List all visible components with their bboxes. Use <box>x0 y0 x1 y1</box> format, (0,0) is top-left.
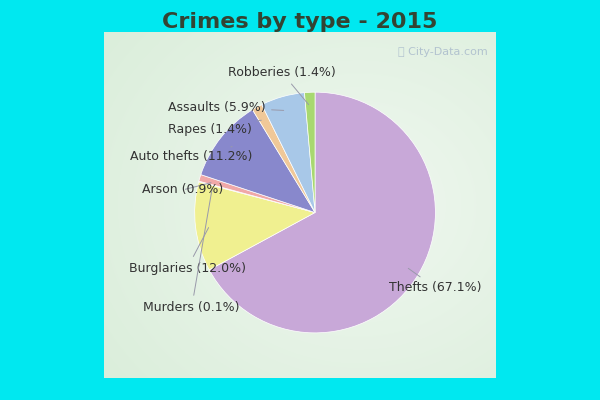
Wedge shape <box>199 175 315 212</box>
Wedge shape <box>304 92 315 212</box>
Text: Auto thefts (11.2%): Auto thefts (11.2%) <box>130 146 253 163</box>
Text: Crimes by type - 2015: Crimes by type - 2015 <box>163 12 437 32</box>
Wedge shape <box>209 92 436 333</box>
Wedge shape <box>262 93 315 212</box>
Text: ⓘ City-Data.com: ⓘ City-Data.com <box>398 47 488 57</box>
Text: Rapes (1.4%): Rapes (1.4%) <box>168 120 261 136</box>
Text: Arson (0.9%): Arson (0.9%) <box>142 183 223 196</box>
Text: Assaults (5.9%): Assaults (5.9%) <box>169 101 284 114</box>
Wedge shape <box>199 181 315 212</box>
Wedge shape <box>201 110 315 212</box>
Text: Murders (0.1%): Murders (0.1%) <box>143 188 240 314</box>
Text: Thefts (67.1%): Thefts (67.1%) <box>389 268 482 294</box>
Wedge shape <box>194 182 315 270</box>
Text: Robberies (1.4%): Robberies (1.4%) <box>228 66 336 104</box>
Wedge shape <box>253 105 315 212</box>
Text: Burglaries (12.0%): Burglaries (12.0%) <box>128 228 245 275</box>
